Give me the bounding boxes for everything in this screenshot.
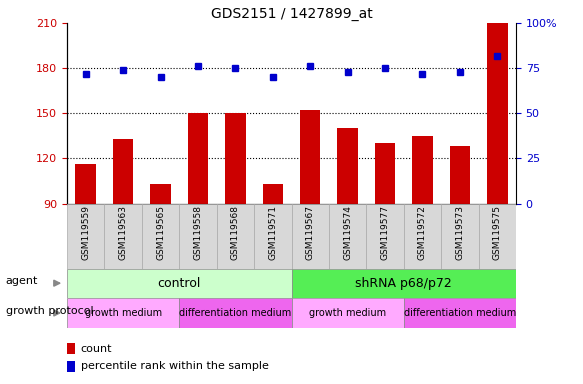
Bar — [479, 204, 516, 269]
Text: shRNA p68/p72: shRNA p68/p72 — [356, 277, 452, 290]
Bar — [75, 164, 96, 204]
Bar — [449, 146, 470, 204]
Bar — [412, 136, 433, 204]
Text: GSM119575: GSM119575 — [493, 205, 502, 260]
Text: growth medium: growth medium — [309, 308, 386, 318]
Text: percentile rank within the sample: percentile rank within the sample — [80, 361, 268, 371]
Bar — [403, 298, 516, 328]
Bar — [329, 204, 366, 269]
Text: GSM119577: GSM119577 — [381, 205, 389, 260]
Text: differentiation medium: differentiation medium — [403, 308, 516, 318]
Bar — [67, 298, 179, 328]
Text: GSM119568: GSM119568 — [231, 205, 240, 260]
Bar — [217, 204, 254, 269]
Bar — [254, 204, 292, 269]
Bar — [487, 23, 508, 204]
Bar — [375, 143, 395, 204]
Bar — [262, 184, 283, 204]
Text: GSM119571: GSM119571 — [268, 205, 278, 260]
Bar — [300, 110, 321, 204]
Bar — [179, 298, 292, 328]
Bar — [67, 269, 292, 298]
Text: GSM119558: GSM119558 — [194, 205, 202, 260]
Text: count: count — [80, 344, 112, 354]
Bar — [188, 113, 208, 204]
Text: GSM119573: GSM119573 — [455, 205, 464, 260]
Text: GSM119567: GSM119567 — [305, 205, 315, 260]
Bar — [366, 204, 403, 269]
Bar — [403, 204, 441, 269]
Title: GDS2151 / 1427899_at: GDS2151 / 1427899_at — [210, 7, 373, 21]
Bar — [150, 184, 171, 204]
Bar — [179, 204, 217, 269]
Bar — [338, 128, 358, 204]
Bar — [225, 113, 245, 204]
Bar — [292, 204, 329, 269]
Text: GSM119574: GSM119574 — [343, 205, 352, 260]
Text: agent: agent — [6, 276, 38, 286]
Bar — [113, 139, 134, 204]
Text: growth protocol: growth protocol — [6, 306, 93, 316]
Bar — [104, 204, 142, 269]
Text: GSM119563: GSM119563 — [119, 205, 128, 260]
Bar — [67, 361, 75, 372]
Bar — [67, 204, 104, 269]
Text: differentiation medium: differentiation medium — [179, 308, 292, 318]
Bar — [292, 298, 403, 328]
Text: GSM119572: GSM119572 — [418, 205, 427, 260]
Bar — [67, 343, 75, 354]
Bar — [441, 204, 479, 269]
Text: GSM119565: GSM119565 — [156, 205, 165, 260]
Text: growth medium: growth medium — [85, 308, 161, 318]
Bar — [292, 269, 516, 298]
Text: GSM119559: GSM119559 — [81, 205, 90, 260]
Bar — [142, 204, 180, 269]
Text: control: control — [157, 277, 201, 290]
